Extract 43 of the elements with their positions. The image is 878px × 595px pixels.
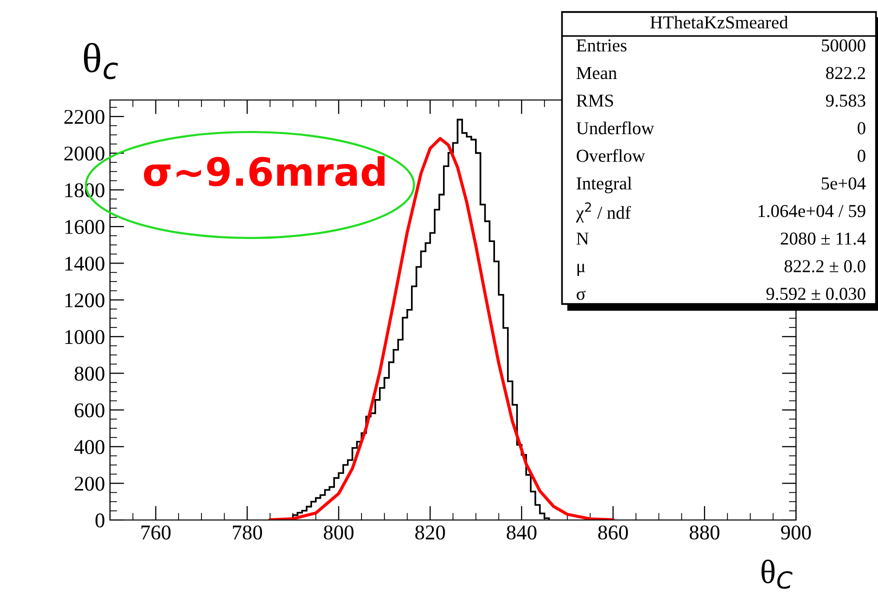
annotation: 1.064e+04 / 59 [758,204,866,218]
annotation: 9.592 ± 0.030 [766,288,866,300]
text: 822.2 [826,66,866,80]
text: 5e+04 [822,177,866,190]
text: 50000 [822,39,866,52]
y-tick-label: 2000 [64,146,104,161]
annotation: σ [576,290,586,300]
y-tick-label: 200 [74,476,104,491]
text: 9.583 [826,94,866,107]
y-tick-label: 600 [74,403,104,418]
y-tick-label: 400 [74,440,104,454]
text: Mean [576,67,617,80]
y-tick-label: 1200 [65,293,104,308]
text: 0 [858,150,866,162]
annotation: 822.2 ± 0.0 [784,260,866,272]
annotation: Integral [576,176,632,194]
x-tick-label: 840 [506,525,536,540]
annotation: 2080 ± 11.4 [780,232,866,245]
annotation: N [576,232,589,245]
annotation: σ~9.6mrad [144,156,385,186]
annotation: χ$^{2}$ / ndf [576,202,631,223]
annotation: Overflow [576,149,646,162]
x-tick-label: 780 [232,525,262,540]
y-axis-title: θ$_{c}$ [84,42,118,80]
x-tick-label: 860 [598,525,628,540]
x-tick-label: 800 [324,525,354,540]
text: HThetaKzSmeared [650,16,788,29]
x-axis-title: θ$_{C}$ [762,560,792,589]
annotation: Underflow [576,121,654,134]
x-tick-label: 820 [415,525,445,540]
annotation: RMS [576,94,614,107]
x-tick-label: 880 [690,525,720,540]
y-tick-label: 800 [74,366,104,381]
y-tick-label: 2200 [64,110,104,124]
text: 0 [858,122,866,134]
annotation: μ [577,264,585,276]
text: Entries [576,39,626,52]
y-tick-label: 0 [96,513,104,528]
x-tick-label: 760 [141,525,171,540]
y-tick-label: 1000 [65,330,104,344]
y-tick-label: 1600 [65,220,104,234]
y-tick-label: 1400 [65,256,104,271]
x-tick-label: 900 [781,525,811,540]
